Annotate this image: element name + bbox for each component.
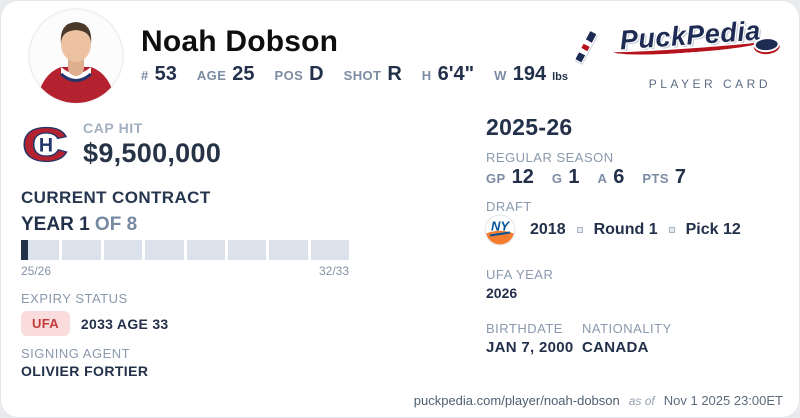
contract-progress-bar [21,240,349,260]
draft-details: 2018 Round 1 Pick 12 [530,221,741,239]
as-of-label: as of [628,394,655,408]
nationality-label: NATIONALITY [582,321,672,336]
contract-start-season: 25/26 [21,264,52,278]
contract-year-line: YEAR 1 OF 8 [21,214,137,236]
puckpedia-logo: PuckPedia [573,6,781,69]
contract-year: YEAR 1 [21,214,90,235]
cap-hit-text: CAP HIT $9,500,000 [83,120,221,169]
season-stats-row: GP 12 G 1 A 6 PTS 7 [486,166,686,189]
player-bio-stats: # 53 AGE 25 POS D SHOT R H 6'4" W 194 lb… [141,63,568,86]
contract-year-segment [269,240,308,260]
separator-icon [576,227,583,233]
regular-season-label: REGULAR SEASON [486,150,614,165]
weight-stat: W 194 lbs [494,63,569,85]
position-stat: POS D [274,63,324,85]
cap-hit-label: CAP HIT [83,119,143,136]
signing-agent-label: SIGNING AGENT [21,346,131,361]
birthdate-label: BIRTHDATE [486,321,563,336]
contract-progress-marker [21,240,28,260]
ufa-year-value: 2026 [486,285,518,301]
contract-year-segment [103,240,143,260]
data-timestamp: Nov 1 2025 23:00ET [663,393,783,408]
birthdate-value: JAN 7, 2000 [486,339,574,356]
brand-block: PuckPedia PLAYER CARD [573,13,781,91]
games-played-stat: GP 12 [486,166,534,188]
draft-year: 2018 [530,221,566,238]
footer: puckpedia.com/player/noah-dobson as of N… [414,393,783,408]
svg-text:C: C [22,118,69,171]
player-card-subtitle: PLAYER CARD [648,77,771,91]
signing-agent-name: OLIVIER FORTIER [21,363,149,379]
contract-year-segment [145,240,184,260]
shot-stat: SHOT R [343,63,402,85]
contract-year-segment [62,240,101,260]
montreal-canadiens-logo: C H [21,117,69,171]
player-photo [28,8,124,104]
cap-hit-value: $9,500,000 [83,137,222,168]
cap-hit-block: C H CAP HIT $9,500,000 [17,117,221,171]
ufa-year-label: UFA YEAR [486,267,554,282]
expiry-status-label: EXPIRY STATUS [21,291,128,306]
new-york-islanders-logo: NY [484,214,516,246]
draft-round: Round 1 [593,221,658,238]
expiry-detail: 2033 AGE 33 [80,315,169,332]
contract-of-total: OF 8 [94,214,138,235]
contract-year-segment [186,240,225,260]
expiry-status-row: UFA 2033 AGE 33 [21,311,169,336]
age-stat: AGE 25 [196,63,255,85]
nationality-value: CANADA [582,339,649,356]
season-title: 2025-26 [486,114,573,140]
goals-stat: G 1 [551,166,580,188]
jersey-number: # 53 [141,63,177,85]
svg-text:H: H [39,134,53,156]
player-url-link[interactable]: puckpedia.com/player/noah-dobson [413,393,620,408]
hockey-stick-icon [573,29,598,64]
height-stat: H 6'4" [421,63,475,85]
current-contract-title: CURRENT CONTRACT [21,188,211,207]
puck-icon [753,36,781,53]
contract-year-segment [310,240,349,260]
contract-year-segment [21,240,60,260]
draft-label: DRAFT [486,199,532,214]
assists-stat: A 6 [597,166,625,188]
separator-icon [668,227,675,233]
draft-row: NY 2018 Round 1 Pick 12 [484,214,741,246]
player-name: Noah Dobson [141,25,339,58]
draft-pick: Pick 12 [685,221,741,238]
contract-year-segment [227,240,267,260]
points-stat: PTS 7 [642,166,687,188]
svg-text:NY: NY [491,219,510,234]
ufa-badge: UFA [21,311,70,336]
contract-end-season: 32/33 [318,264,349,278]
contract-span-labels: 25/26 32/33 [21,264,349,278]
